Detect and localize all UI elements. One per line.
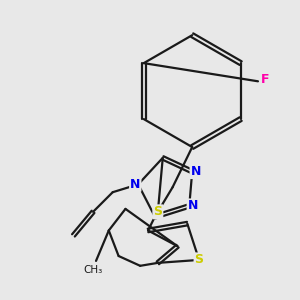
Text: CH₃: CH₃	[83, 265, 103, 275]
Text: S: S	[195, 254, 204, 266]
Text: S: S	[153, 205, 162, 218]
Text: N: N	[188, 200, 198, 212]
Text: N: N	[130, 178, 140, 191]
Text: F: F	[261, 73, 270, 86]
Text: N: N	[190, 165, 201, 178]
